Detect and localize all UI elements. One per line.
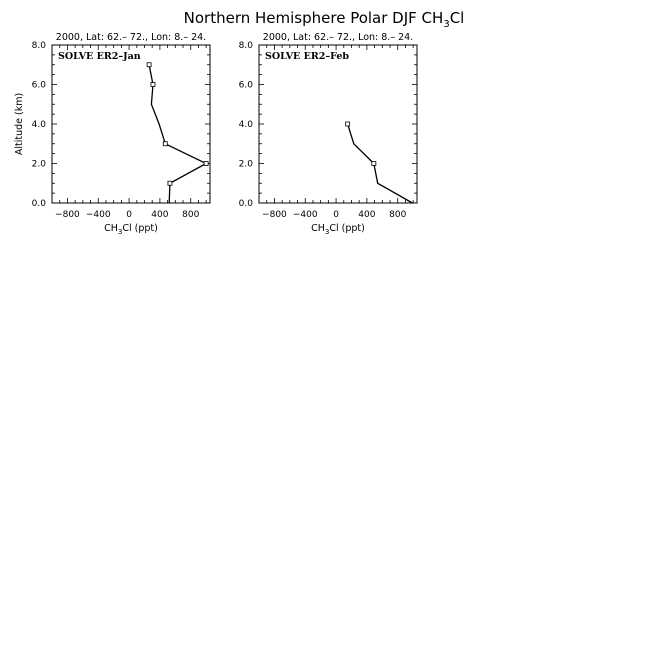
x-tick-label: 400 [151,210,168,220]
figure-title: Northern Hemisphere Polar DJF CH3Cl [184,9,465,30]
x-tick-label: −400 [293,210,318,220]
x-tick-label: −800 [262,210,287,220]
series-line [346,123,413,204]
x-tick-label: 0 [126,210,132,220]
y-tick-label: 0.0 [239,199,254,209]
panel-label: SOLVE ER2–Feb [265,51,349,62]
data-point [167,180,173,186]
panel-label: SOLVE ER2–Jan [58,51,141,62]
data-point [345,121,351,127]
data-point [150,82,156,87]
x-tick-label: 800 [389,210,406,220]
chart-panel-feb: −800 −400 0 400 800 0.0 2.0 4.0 6.0 8.0 2000, Lat:… [239,32,418,236]
y-tick-label: 4.0 [32,120,47,130]
y-tick-label: 2.0 [32,160,47,170]
y-tick-label: 8.0 [239,41,254,51]
y-axis-label: Altitude (km) [14,93,25,155]
x-tick-label: −400 [86,210,111,220]
x-axis-label: CH3Cl (ppt) [311,223,365,236]
x-tick-label: 800 [182,210,199,220]
data-point [162,141,168,147]
data-point [146,62,152,68]
x-tick-label: 400 [358,210,375,220]
plot-frame [51,44,211,204]
y-tick-label: 2.0 [239,160,254,170]
x-tick-label: 0 [333,210,339,220]
x-tick-label: −800 [55,210,80,220]
data-point [203,161,209,166]
y-tick-label: 6.0 [32,81,47,91]
y-tick-label: 0.0 [32,199,47,209]
y-tick-label: 6.0 [239,81,254,91]
chart-panel-jan: −800 −400 0 400 800 0.0 2.0 4.0 6.0 8.0 2000, Lat:… [14,32,211,236]
series-line [148,64,208,204]
x-axis-label: CH3Cl (ppt) [104,223,158,236]
y-tick-label: 4.0 [239,120,254,130]
data-point [371,161,377,166]
panel-header: 2000, Lat: 62.– 72., Lon: 8.– 24. [263,32,413,43]
panel-header: 2000, Lat: 62.– 72., Lon: 8.– 24. [56,32,206,43]
y-tick-label: 8.0 [32,41,47,51]
plot-frame [258,44,418,204]
